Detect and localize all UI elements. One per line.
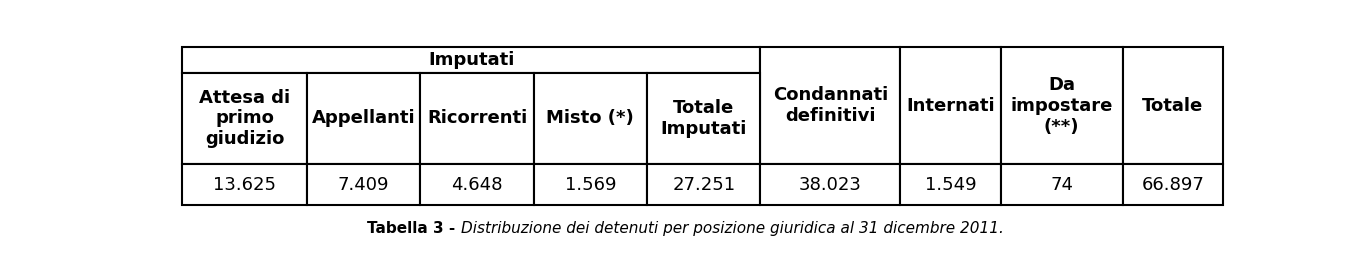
Bar <box>421 164 533 205</box>
Text: 7.409: 7.409 <box>337 176 389 194</box>
Text: Da
impostare
(**): Da impostare (**) <box>1010 76 1113 136</box>
Bar <box>761 48 901 164</box>
Bar <box>533 73 647 164</box>
Text: 74: 74 <box>1050 176 1073 194</box>
Text: 1.569: 1.569 <box>565 176 616 194</box>
Text: Totale
Imputati: Totale Imputati <box>661 99 747 138</box>
Bar <box>901 48 1001 164</box>
Text: 27.251: 27.251 <box>672 176 735 194</box>
Text: 4.648: 4.648 <box>451 176 503 194</box>
Text: Tabella 3 -: Tabella 3 - <box>367 221 461 236</box>
Text: Internati: Internati <box>906 97 995 115</box>
Text: Appellanti: Appellanti <box>311 109 415 127</box>
Bar <box>182 164 307 205</box>
Bar <box>1123 164 1223 205</box>
Text: Ricorrenti: Ricorrenti <box>426 109 526 127</box>
Bar <box>1001 164 1123 205</box>
Bar <box>901 164 1001 205</box>
Text: Totale: Totale <box>1142 97 1204 115</box>
Bar <box>1123 48 1223 164</box>
Text: Misto (*): Misto (*) <box>547 109 635 127</box>
Bar <box>307 73 421 164</box>
Bar <box>761 164 901 205</box>
Text: Condannati
definitivi: Condannati definitivi <box>773 87 888 125</box>
Bar <box>533 164 647 205</box>
Text: Attesa di
primo
giudizio: Attesa di primo giudizio <box>199 89 291 148</box>
Bar <box>647 164 761 205</box>
Text: 66.897: 66.897 <box>1142 176 1204 194</box>
Text: 38.023: 38.023 <box>799 176 862 194</box>
Text: 1.549: 1.549 <box>924 176 976 194</box>
Text: Imputati: Imputati <box>428 51 514 69</box>
Text: 13.625: 13.625 <box>213 176 276 194</box>
Bar <box>647 73 761 164</box>
Bar <box>421 73 533 164</box>
Bar <box>307 164 421 205</box>
Bar <box>1001 48 1123 164</box>
Bar <box>182 48 761 73</box>
Text: Distribuzione dei detenuti per posizione giuridica al 31 dicembre 2011.: Distribuzione dei detenuti per posizione… <box>461 221 1004 236</box>
Bar <box>182 73 307 164</box>
